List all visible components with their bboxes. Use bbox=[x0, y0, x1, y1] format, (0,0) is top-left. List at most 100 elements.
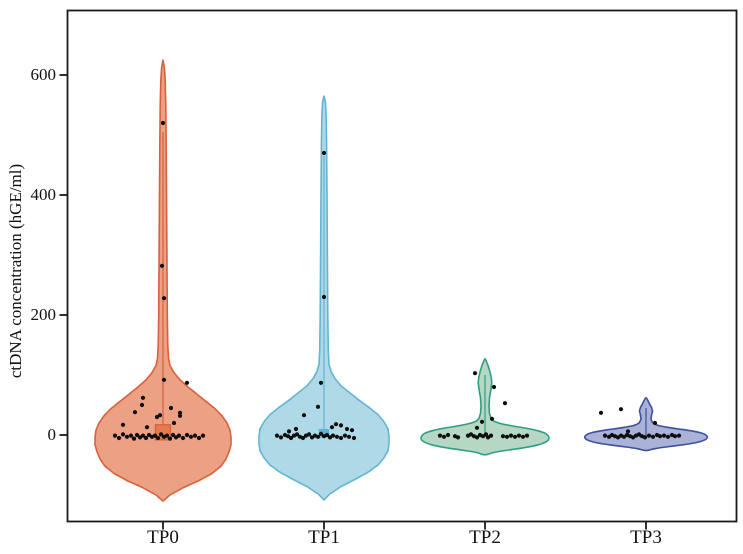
data-point bbox=[504, 434, 510, 439]
data-point bbox=[180, 435, 186, 441]
y-tick-label-200: 200 bbox=[30, 305, 57, 324]
data-point bbox=[661, 433, 667, 438]
data-point bbox=[479, 419, 485, 424]
data-point bbox=[500, 434, 506, 439]
data-point bbox=[502, 401, 508, 406]
data-point bbox=[274, 433, 280, 438]
data-point bbox=[161, 296, 167, 301]
x-category-label-tp1: TP1 bbox=[308, 527, 340, 548]
data-point bbox=[491, 384, 497, 390]
data-point bbox=[288, 435, 294, 441]
data-point bbox=[625, 429, 631, 434]
data-point bbox=[351, 435, 357, 441]
data-point bbox=[598, 410, 604, 415]
data-point bbox=[524, 433, 530, 438]
data-point bbox=[334, 434, 340, 439]
data-point bbox=[278, 435, 284, 440]
data-point bbox=[642, 435, 648, 440]
data-point bbox=[657, 434, 663, 439]
data-point bbox=[158, 432, 164, 437]
data-point bbox=[124, 434, 130, 439]
data-point bbox=[184, 432, 190, 438]
data-point bbox=[516, 433, 522, 438]
data-point bbox=[200, 433, 206, 438]
data-point bbox=[652, 420, 658, 426]
data-point bbox=[140, 433, 146, 438]
y-tick-label-600: 600 bbox=[30, 65, 57, 84]
data-point bbox=[134, 432, 140, 438]
data-point bbox=[618, 407, 624, 412]
data-point bbox=[155, 435, 161, 441]
data-point bbox=[293, 426, 299, 432]
data-point bbox=[330, 433, 336, 438]
data-point bbox=[508, 433, 514, 438]
violin-TP1 bbox=[258, 95, 390, 501]
data-point bbox=[472, 371, 478, 376]
data-point bbox=[338, 423, 344, 428]
plot-frame bbox=[66, 9, 738, 523]
data-point bbox=[441, 434, 447, 439]
data-point bbox=[300, 435, 306, 441]
data-point bbox=[333, 422, 339, 427]
data-point bbox=[160, 120, 166, 126]
data-point bbox=[116, 435, 122, 441]
data-point bbox=[315, 404, 321, 409]
data-point bbox=[177, 413, 183, 418]
data-point bbox=[120, 432, 126, 437]
data-point bbox=[144, 425, 150, 430]
x-category-label-tp3: TP3 bbox=[630, 527, 662, 548]
data-point bbox=[512, 434, 518, 439]
x-category-label-tp0: TP0 bbox=[147, 527, 179, 548]
data-point bbox=[177, 410, 183, 415]
violin-TP2 bbox=[420, 358, 550, 456]
data-point bbox=[171, 420, 177, 426]
data-point bbox=[318, 380, 324, 385]
data-point bbox=[176, 433, 182, 438]
violin-TP3 bbox=[583, 397, 709, 452]
data-point bbox=[184, 380, 190, 385]
data-point bbox=[344, 426, 350, 432]
data-point bbox=[324, 432, 330, 438]
data-point bbox=[437, 433, 443, 438]
data-point bbox=[164, 433, 170, 438]
data-point bbox=[646, 433, 652, 438]
data-point bbox=[168, 405, 174, 411]
data-point bbox=[474, 425, 480, 430]
data-point bbox=[489, 416, 495, 421]
data-point bbox=[131, 436, 137, 441]
y-tick-label-0: 0 bbox=[47, 425, 57, 444]
data-point bbox=[338, 435, 344, 441]
data-point bbox=[196, 435, 202, 441]
y-tick-label-400: 400 bbox=[30, 185, 57, 204]
data-point bbox=[455, 435, 461, 440]
data-point bbox=[140, 395, 146, 400]
data-point bbox=[318, 431, 324, 436]
data-point bbox=[167, 436, 173, 441]
data-point bbox=[143, 435, 149, 441]
data-point bbox=[665, 434, 671, 439]
data-point bbox=[315, 434, 321, 439]
data-point bbox=[445, 432, 451, 438]
data-point bbox=[346, 434, 352, 439]
data-point bbox=[159, 263, 165, 268]
data-point bbox=[321, 150, 327, 156]
data-point bbox=[192, 433, 198, 438]
data-point bbox=[474, 435, 480, 440]
data-point bbox=[154, 414, 160, 420]
data-point bbox=[188, 434, 194, 439]
data-point bbox=[152, 433, 158, 438]
data-point bbox=[488, 433, 494, 438]
violin-TP0 bbox=[94, 59, 232, 502]
data-point bbox=[349, 428, 355, 433]
data-point bbox=[672, 434, 678, 439]
data-point bbox=[294, 432, 300, 437]
x-category-label-tp2: TP2 bbox=[469, 527, 501, 548]
data-point bbox=[321, 294, 327, 300]
data-point bbox=[128, 433, 134, 438]
data-point bbox=[301, 413, 307, 418]
data-point bbox=[286, 429, 292, 434]
data-point bbox=[650, 434, 656, 439]
data-point bbox=[329, 425, 335, 430]
